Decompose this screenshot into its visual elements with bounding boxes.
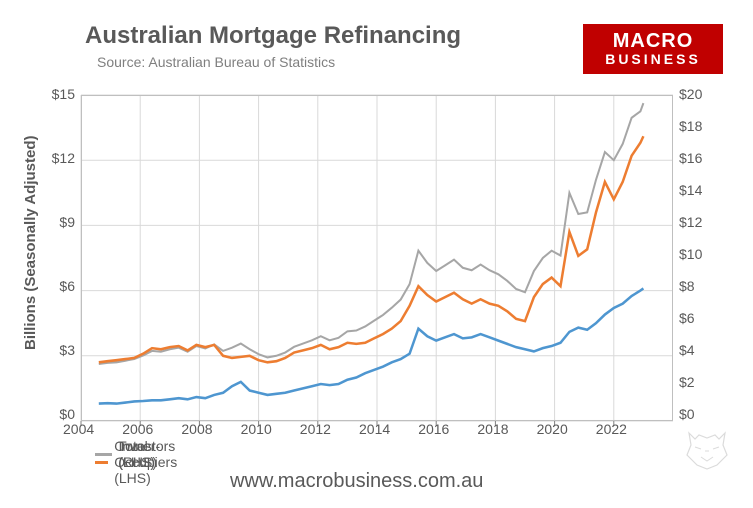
y-right-tick: $4 (679, 342, 695, 358)
y-left-tick: $12 (52, 150, 75, 166)
wolf-icon (685, 429, 729, 480)
x-tick: 2004 (63, 421, 94, 437)
y-right-tick: $12 (679, 214, 702, 230)
chart-container: { "title": { "text": "Australian Mortgag… (0, 0, 753, 508)
x-tick: 2012 (300, 421, 331, 437)
x-tick: 2006 (122, 421, 153, 437)
chart-subtitle: Source: Australian Bureau of Statistics (97, 54, 335, 70)
legend-label: Total (RHS) (118, 438, 166, 470)
series-total (99, 103, 644, 364)
y-right-tick: $10 (679, 246, 702, 262)
y-right-tick: $14 (679, 182, 702, 198)
plot-area (81, 95, 673, 421)
footer-url: www.macrobusiness.com.au (230, 470, 483, 493)
y-left-tick: $3 (59, 342, 75, 358)
x-tick: 2016 (418, 421, 449, 437)
x-tick: 2014 (359, 421, 390, 437)
x-tick: 2010 (241, 421, 272, 437)
legend-item: Total (RHS) (95, 438, 166, 470)
y-right-tick: $18 (679, 118, 702, 134)
x-tick: 2008 (181, 421, 212, 437)
x-tick: 2020 (537, 421, 568, 437)
legend-swatch (95, 453, 112, 456)
y-left-tick: $6 (59, 278, 75, 294)
y-right-tick: $16 (679, 150, 702, 166)
x-tick: 2022 (596, 421, 627, 437)
y-left-tick: $0 (59, 406, 75, 422)
y-left-tick: $9 (59, 214, 75, 230)
y-right-tick: $2 (679, 374, 695, 390)
brand-logo: MACRO BUSINESS (583, 24, 723, 74)
logo-line1: MACRO (613, 30, 694, 52)
y-axis-label: Billions (Seasonally Adjusted) (22, 136, 39, 350)
y-right-tick: $0 (679, 406, 695, 422)
logo-line2: BUSINESS (605, 52, 701, 67)
y-left-tick: $15 (52, 86, 75, 102)
y-right-tick: $8 (679, 278, 695, 294)
x-tick: 2018 (477, 421, 508, 437)
chart-title: Australian Mortgage Refinancing (85, 22, 461, 50)
y-right-tick: $6 (679, 310, 695, 326)
y-right-tick: $20 (679, 86, 702, 102)
